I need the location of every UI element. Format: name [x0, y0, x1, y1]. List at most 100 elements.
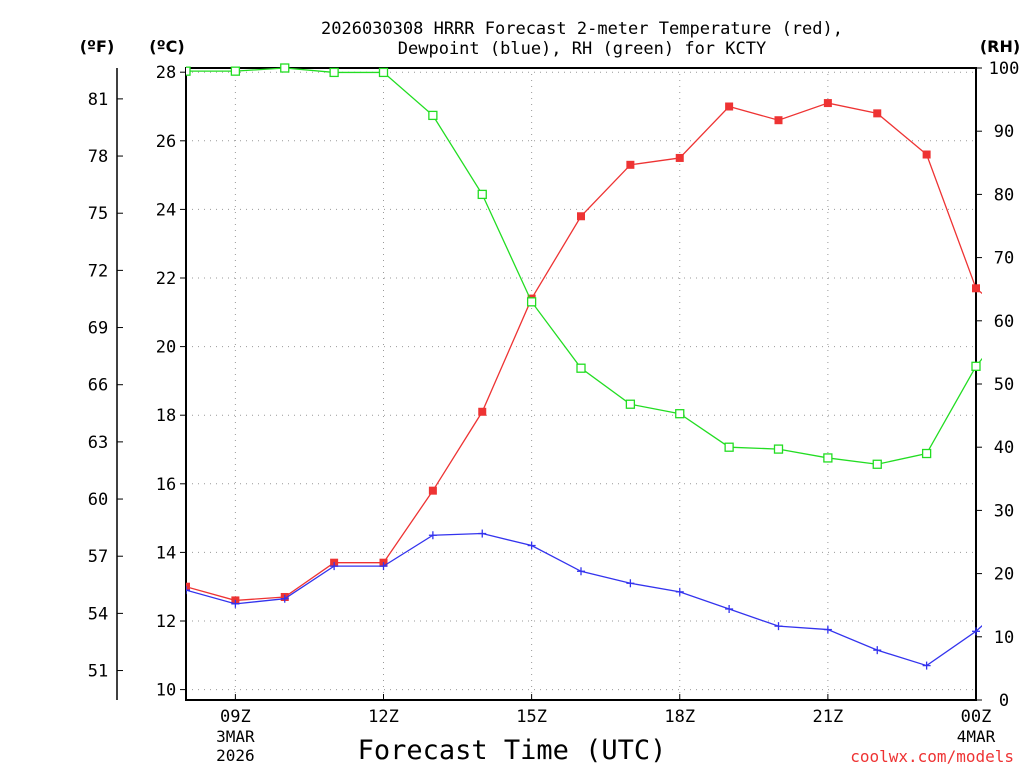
rh-tick-label: 70 [994, 249, 1014, 269]
data-point-dewpoint [725, 604, 734, 613]
fahrenheit-tick-label: 72 [88, 261, 108, 281]
rh-tick-label: 0 [999, 691, 1009, 711]
data-point-temperature [873, 109, 882, 118]
celsius-tick-label: 22 [156, 269, 176, 289]
fahrenheit-tick-label: 51 [88, 662, 108, 682]
data-point-temperature [972, 284, 980, 293]
x-tick-label: 18Z [664, 707, 695, 727]
x-tick-label: 15Z [516, 707, 547, 727]
data-point-rh [428, 110, 438, 121]
x-tick-year: 2026 [216, 746, 255, 765]
data-point-dewpoint [478, 529, 487, 538]
data-point-rh [329, 67, 339, 78]
x-tick-label: 21Z [813, 707, 844, 727]
data-point-rh [526, 297, 537, 307]
data-point-rh [477, 189, 487, 200]
data-point-dewpoint [823, 625, 832, 634]
x-tick-label: 00Z [961, 707, 992, 727]
fahrenheit-tick-label: 75 [88, 204, 108, 224]
data-point-temperature [428, 486, 437, 495]
celsius-tick-label: 24 [156, 200, 176, 220]
data-point-temperature [774, 116, 783, 125]
fahrenheit-tick-label: 81 [88, 90, 108, 110]
data-point-rh [971, 361, 981, 371]
data-series [186, 63, 982, 670]
data-point-dewpoint [675, 587, 684, 596]
rh-tick-label: 50 [994, 375, 1014, 395]
rh-tick-label: 100 [989, 59, 1020, 79]
data-point-dewpoint [280, 594, 289, 603]
data-point-rh [724, 442, 734, 452]
data-point-dewpoint [527, 541, 536, 550]
series-line-dewpoint [186, 532, 982, 667]
data-point-dewpoint [428, 531, 437, 540]
fahrenheit-tick-label: 63 [88, 433, 108, 453]
data-point-rh [625, 399, 636, 409]
series-rh [186, 63, 982, 469]
data-point-dewpoint [873, 646, 882, 655]
plot-frame [185, 67, 977, 701]
celsius-tick-label: 14 [156, 543, 176, 563]
data-point-temperature [626, 160, 635, 169]
celsius-tick-label: 18 [156, 406, 176, 426]
gridlines [186, 68, 977, 700]
rh-tick-label: 90 [994, 122, 1014, 142]
data-point-temperature [725, 102, 734, 111]
celsius-unit-label: (ºC) [149, 37, 184, 56]
data-point-rh [280, 63, 290, 73]
celsius-tick-label: 20 [156, 338, 176, 358]
celsius-tick-label: 12 [156, 612, 176, 632]
data-point-rh [773, 444, 784, 454]
data-point-dewpoint [379, 562, 388, 571]
celsius-tick-label: 16 [156, 475, 176, 495]
rh-tick-label: 80 [994, 185, 1014, 205]
rh-tick-label: 30 [994, 501, 1014, 521]
data-point-rh [576, 363, 586, 373]
data-point-temperature [478, 407, 487, 416]
data-point-rh [378, 67, 389, 78]
fahrenheit-tick-label: 57 [88, 547, 108, 567]
x-axis-label: Forecast Time (UTC) [358, 735, 667, 766]
data-point-temperature [823, 99, 832, 108]
x-tick-label: 09Z [220, 707, 251, 727]
data-point-temperature [922, 150, 931, 159]
data-point-dewpoint [330, 562, 339, 571]
data-point-dewpoint [577, 567, 585, 576]
celsius-tick-label: 10 [156, 681, 176, 701]
series-temperature [186, 99, 982, 605]
fahrenheit-unit-label: (ºF) [80, 37, 115, 56]
data-point-dewpoint [922, 661, 931, 670]
x-tick-label: 12Z [368, 707, 399, 727]
celsius-tick-label: 26 [156, 132, 176, 152]
tick-labels: 10 12 14 16 18 20 22 24 26 28 51 54 57 60 63 66 69 72 75 78… [88, 59, 1020, 765]
rh-tick-label: 60 [994, 312, 1014, 332]
data-point-dewpoint [231, 599, 240, 608]
series-line-temperature [186, 102, 982, 602]
rh-tick-label: 20 [994, 565, 1014, 585]
x-tick-date: 3MAR [216, 727, 255, 746]
rh-tick-label: 10 [994, 628, 1014, 648]
series-dewpoint [186, 529, 982, 670]
data-point-rh [872, 459, 882, 469]
fahrenheit-tick-label: 54 [88, 604, 108, 624]
data-point-dewpoint [972, 627, 980, 636]
data-point-dewpoint [186, 586, 190, 595]
chart-title-line1: 2026030308 HRRR Forecast 2-meter Tempera… [321, 19, 843, 39]
data-point-rh [186, 66, 191, 76]
data-point-rh [675, 409, 685, 419]
series-line-rh [186, 67, 982, 465]
chart-title-line2: Dewpoint (blue), RH (green) for KCTY [398, 39, 766, 59]
data-point-rh [921, 448, 932, 459]
watermark: coolwx.com/models [850, 747, 1014, 766]
rh-unit-label: (RH) [980, 37, 1020, 56]
data-point-rh [230, 66, 241, 76]
fahrenheit-tick-label: 66 [88, 376, 108, 396]
x-tick-date: 4MAR [957, 727, 996, 746]
data-point-temperature [186, 582, 190, 591]
rh-tick-label: 40 [994, 438, 1014, 458]
data-point-temperature [675, 153, 684, 162]
axes [116, 67, 982, 701]
data-point-dewpoint [626, 579, 635, 588]
data-point-rh [823, 453, 833, 463]
